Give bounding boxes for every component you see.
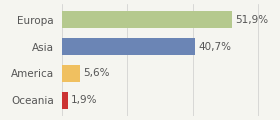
Bar xyxy=(62,65,80,82)
Text: 1,9%: 1,9% xyxy=(71,95,98,105)
Text: 5,6%: 5,6% xyxy=(83,68,110,78)
Text: 40,7%: 40,7% xyxy=(198,42,231,52)
Text: 51,9%: 51,9% xyxy=(235,15,268,25)
Bar xyxy=(62,11,232,28)
Bar xyxy=(62,92,68,109)
Bar xyxy=(62,38,195,55)
